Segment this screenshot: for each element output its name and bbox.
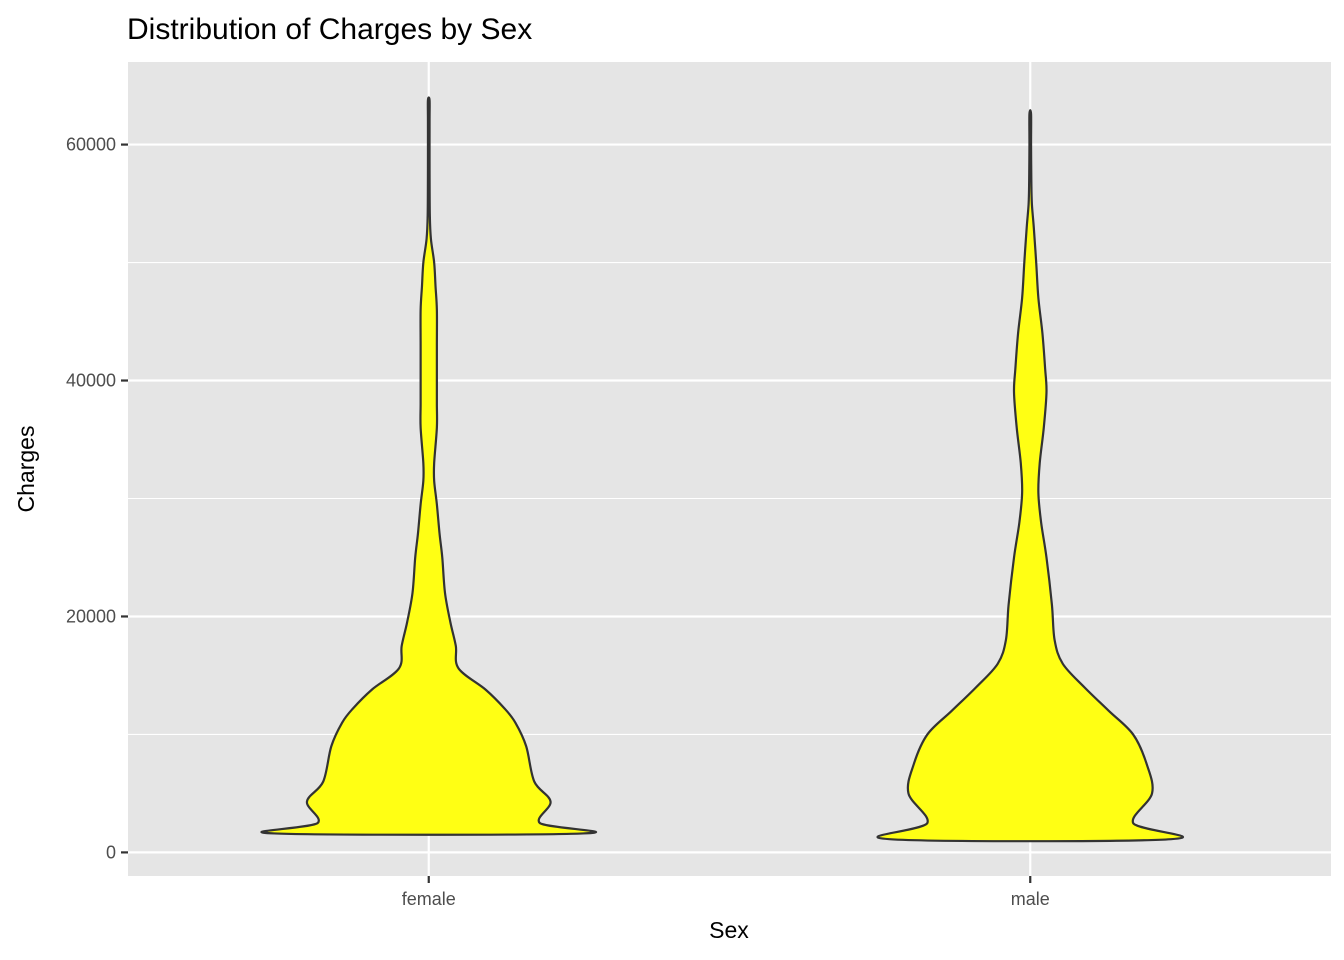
y-axis-title: Charges <box>13 426 39 513</box>
violin-female <box>260 96 597 836</box>
x-tick-label-female: female <box>402 889 456 909</box>
y-tick-label: 40000 <box>66 371 116 391</box>
y-tick-label: 0 <box>106 842 116 862</box>
y-tick-label: 60000 <box>66 135 116 155</box>
violins <box>260 96 1184 843</box>
x-axis: female male <box>402 876 1050 909</box>
x-tick-label-male: male <box>1011 889 1050 909</box>
y-tick-label: 20000 <box>66 606 116 626</box>
y-axis: 0 20000 40000 60000 <box>66 135 128 862</box>
chart-title: Distribution of Charges by Sex <box>127 13 532 46</box>
violin-male <box>876 109 1184 843</box>
plot-panel <box>128 62 1331 876</box>
x-axis-title: Sex <box>709 917 749 943</box>
